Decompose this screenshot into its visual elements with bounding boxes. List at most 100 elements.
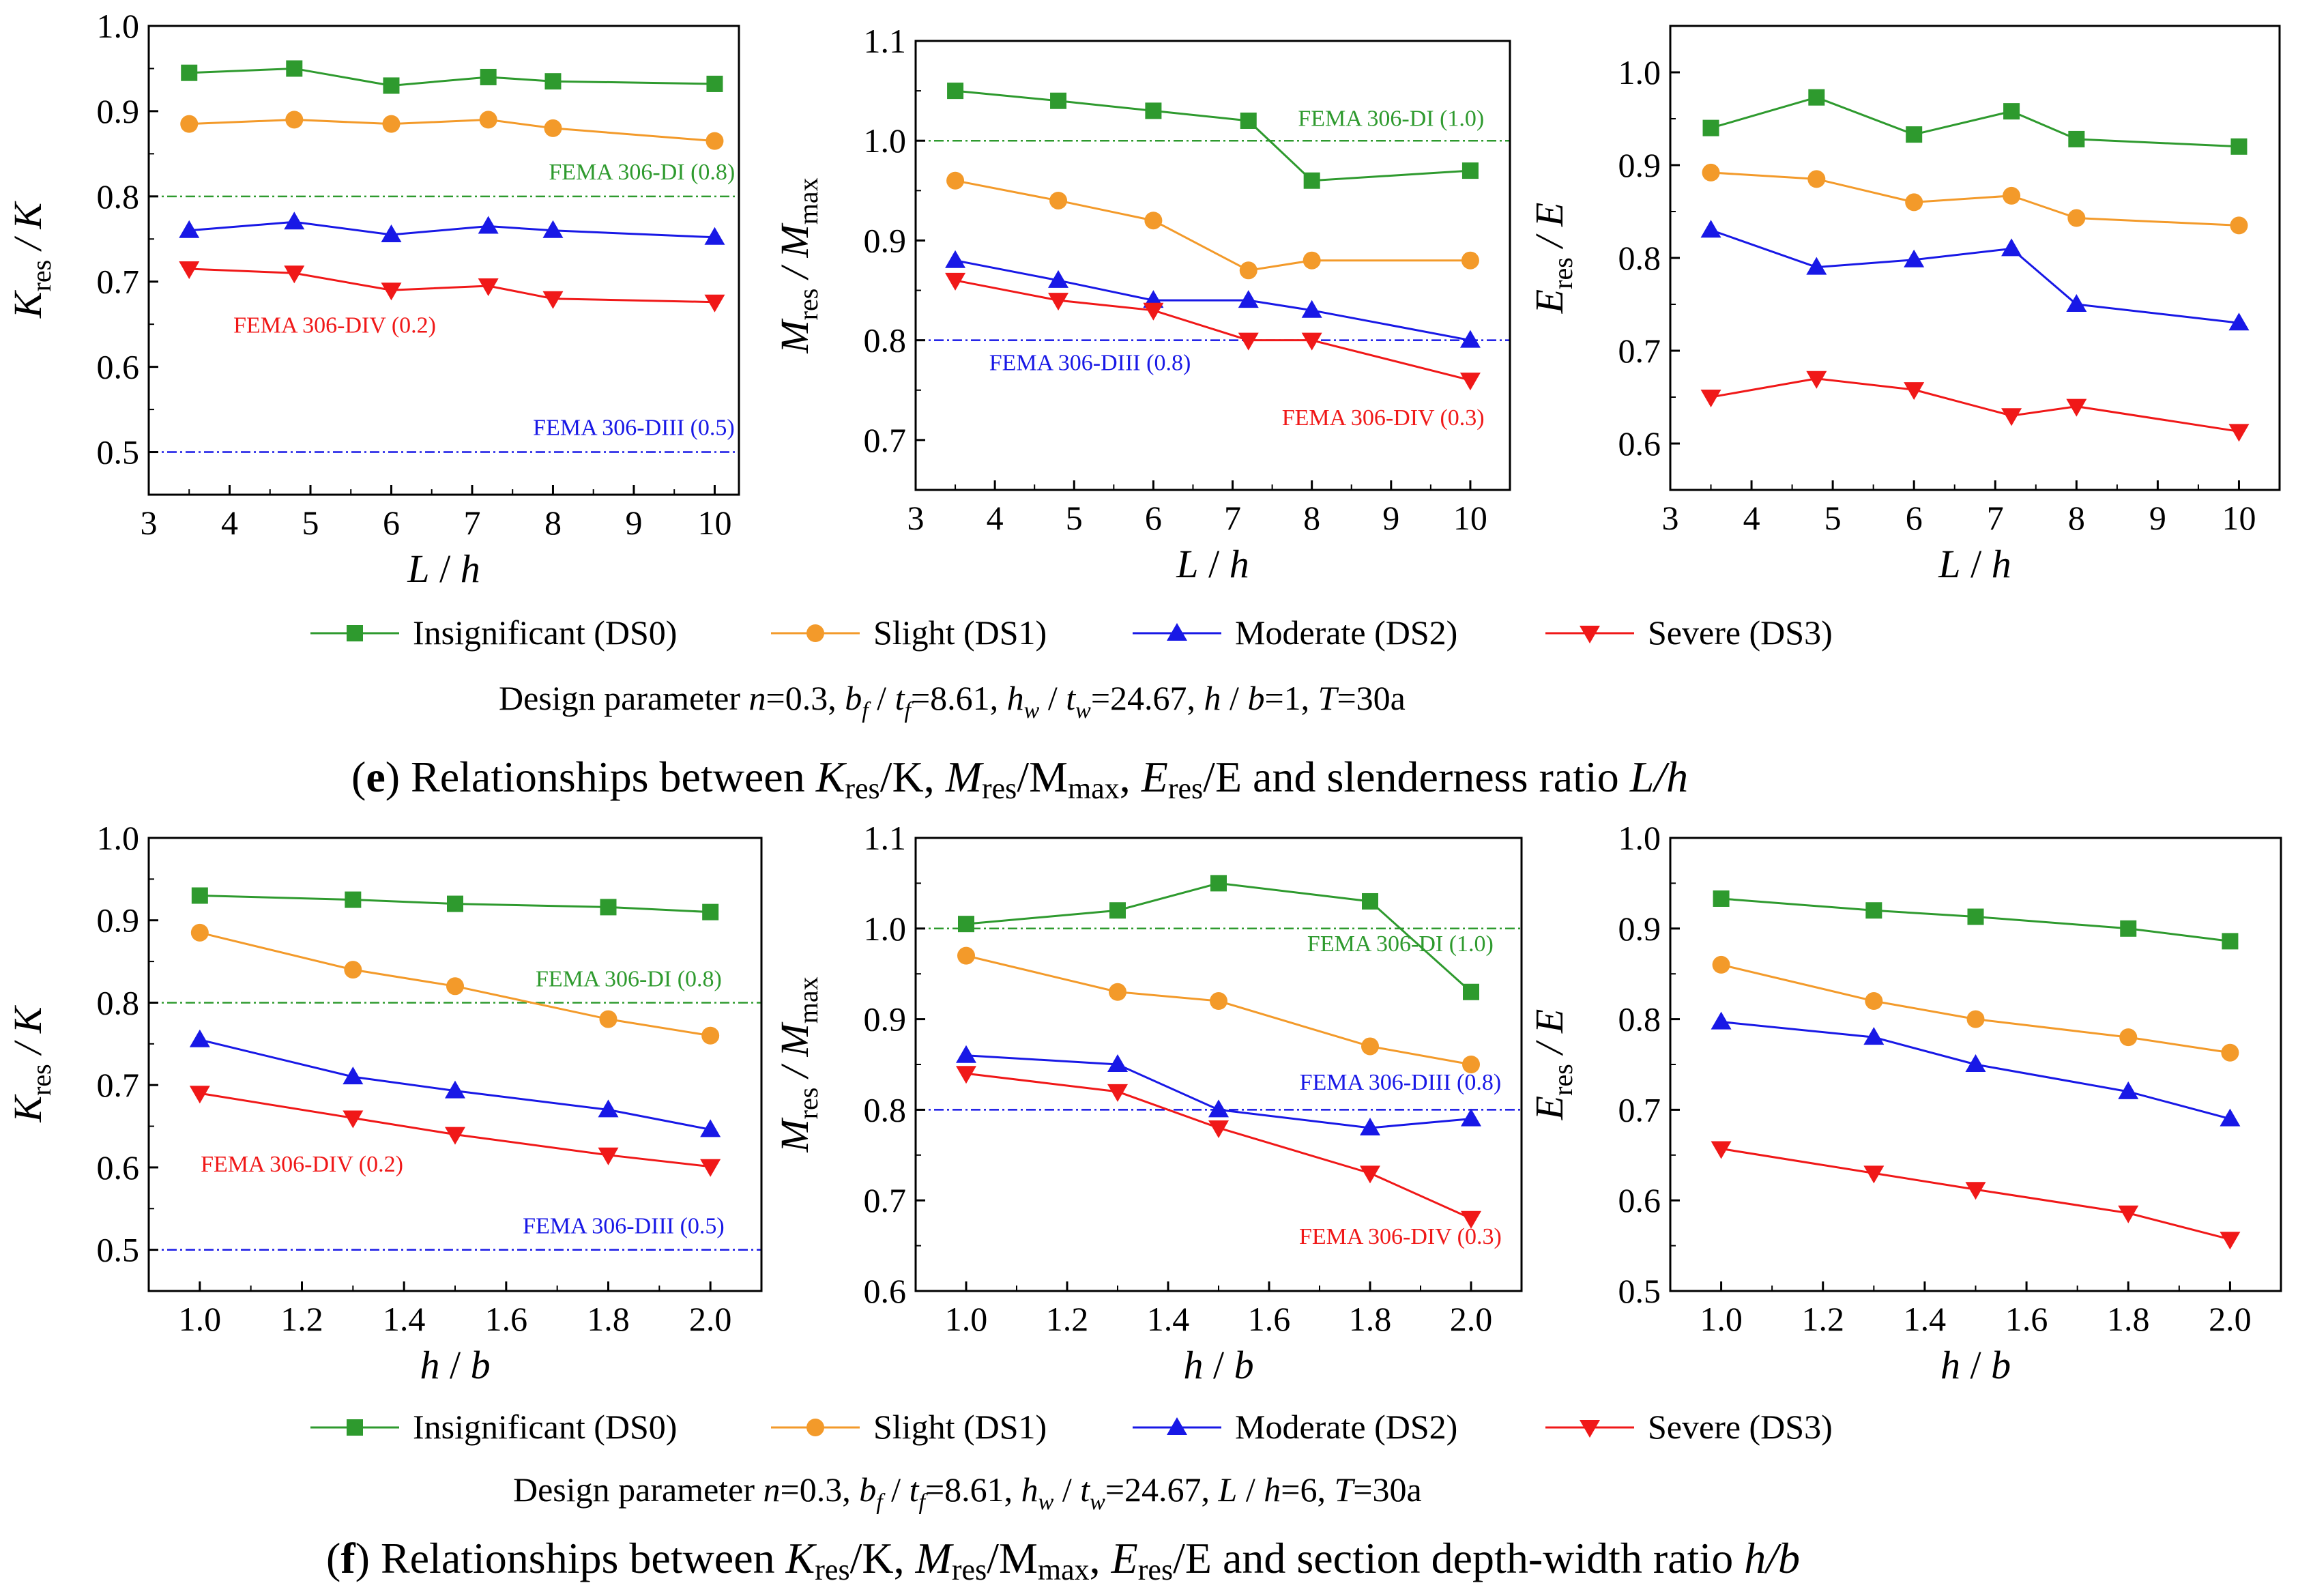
data-point-ds3 bbox=[1143, 302, 1164, 321]
chart-f-E: 1.0 1.2 1.4 1.6 1.8 2.0 0.5 0.6 0.7 0.8 0.9 1.0 h / … bbox=[1527, 819, 2282, 1387]
data-point-ds3 bbox=[343, 1110, 364, 1129]
data-point-ds3 bbox=[1238, 332, 1259, 351]
x-tick-label: 10 bbox=[1453, 499, 1487, 537]
data-point-ds0 bbox=[191, 887, 208, 904]
data-point-ds1 bbox=[599, 1010, 617, 1028]
data-point-ds0 bbox=[1109, 902, 1126, 919]
legend-item-ds0: Insignificant (DS0) bbox=[310, 1408, 677, 1446]
chart-f-M: FEMA 306-DI (1.0) FEMA 306-DIII (0.8) FEMA… bbox=[772, 819, 1523, 1387]
y-tick-label: 0.6 bbox=[1618, 1181, 1661, 1219]
legend-label-ds1: Slight (DS1) bbox=[873, 1408, 1047, 1446]
y-tick-label: 1.0 bbox=[97, 7, 140, 45]
data-point-ds3 bbox=[189, 1086, 210, 1104]
series-line-ds2 bbox=[189, 220, 715, 239]
legend-item-ds1: Slight (DS1) bbox=[771, 1408, 1047, 1446]
data-point-ds3 bbox=[1965, 1182, 1986, 1200]
chart-e-E: 3 4 5 6 7 8 9 10 0.6 0.7 0.8 0.9 1.0 L / h Eres / E bbox=[1527, 25, 2281, 586]
series-line-ds0 bbox=[189, 67, 715, 87]
x-tick-label: 1.2 bbox=[1046, 1300, 1089, 1338]
data-point-ds1 bbox=[285, 111, 304, 129]
data-point-ds0 bbox=[1210, 875, 1227, 892]
caption-e: (e) Relationships between Kres/K, Mres/M… bbox=[351, 753, 1688, 805]
y-tick-label: 0.7 bbox=[97, 263, 140, 301]
y-tick-label: 0.6 bbox=[864, 1272, 907, 1310]
x-tick-label: 1.6 bbox=[2005, 1300, 2048, 1338]
series-line-ds1 bbox=[1721, 963, 2230, 1054]
x-tick-label: 8 bbox=[2068, 499, 2085, 537]
data-point-ds0 bbox=[1050, 92, 1067, 109]
data-point-ds1 bbox=[1049, 191, 1068, 209]
data-point-ds1 bbox=[1303, 251, 1321, 270]
data-point-ds2 bbox=[343, 1067, 364, 1085]
data-point-ds2 bbox=[542, 220, 564, 238]
plot-frame bbox=[914, 837, 1523, 1292]
reference-line-label: FEMA 306-DI (1.0) bbox=[1298, 106, 1484, 131]
y-tick-label: 0.5 bbox=[1618, 1272, 1661, 1310]
data-point-ds1 bbox=[1712, 955, 1730, 974]
legend-label-ds3: Severe (DS3) bbox=[1648, 1408, 1833, 1446]
data-point-ds2 bbox=[1301, 300, 1322, 318]
data-point-ds3 bbox=[1107, 1084, 1128, 1102]
y-axis-label: Mres / Mmax bbox=[772, 177, 824, 353]
data-point-ds1 bbox=[2067, 209, 2086, 227]
legend-item-ds2: Moderate (DS2) bbox=[1133, 613, 1457, 652]
data-point-ds2 bbox=[956, 1045, 976, 1063]
data-point-ds0 bbox=[600, 899, 617, 916]
data-point-ds3 bbox=[2001, 408, 2022, 426]
y-tick-label: 0.9 bbox=[1618, 910, 1661, 948]
data-point-ds0 bbox=[1303, 172, 1320, 189]
data-point-ds1 bbox=[1462, 1056, 1480, 1073]
data-point-ds1 bbox=[344, 961, 362, 979]
design-parameter-e: Design parameter n=0.3, bf / tf=8.61, hw… bbox=[499, 679, 1406, 723]
data-point-ds2 bbox=[2228, 313, 2250, 331]
legend-item-ds2: Moderate (DS2) bbox=[1133, 1408, 1457, 1446]
data-point-ds2 bbox=[284, 212, 305, 230]
y-tick-label: 0.7 bbox=[864, 421, 907, 459]
data-point-ds3 bbox=[704, 294, 725, 313]
y-axis-label: Kres / K bbox=[5, 1004, 57, 1122]
x-tick-label: 1.0 bbox=[1700, 1300, 1743, 1338]
x-tick-label: 1.4 bbox=[1147, 1300, 1190, 1338]
data-point-ds0 bbox=[1463, 983, 1479, 1000]
x-tick-label: 5 bbox=[302, 504, 319, 542]
data-point-ds0 bbox=[702, 903, 719, 920]
x-tick-label: 3 bbox=[1662, 499, 1679, 537]
chart-e-K: FEMA 306-DI (0.8) FEMA 306-DIII (0.5) FEMA… bbox=[5, 7, 740, 591]
x-tick-label: 1.2 bbox=[280, 1300, 323, 1338]
y-tick-label: 0.6 bbox=[97, 348, 140, 386]
x-axis-label: h / b bbox=[420, 1343, 490, 1387]
data-point-ds0 bbox=[1906, 126, 1923, 143]
reference-line-label: FEMA 306-DIII (0.5) bbox=[523, 1213, 725, 1238]
data-point-ds2 bbox=[381, 224, 402, 243]
legend-label-ds1: Slight (DS1) bbox=[873, 613, 1047, 652]
data-point-ds2 bbox=[704, 227, 725, 245]
data-point-ds0 bbox=[1240, 112, 1257, 129]
data-point-ds1 bbox=[1807, 170, 1826, 188]
data-point-ds0 bbox=[2068, 130, 2085, 147]
data-point-ds3 bbox=[1459, 373, 1481, 391]
legend-label-ds2: Moderate (DS2) bbox=[1235, 613, 1457, 652]
data-point-ds3 bbox=[542, 291, 564, 309]
data-point-ds2 bbox=[179, 220, 200, 238]
x-tick-label: 6 bbox=[383, 504, 400, 542]
data-point-ds1 bbox=[701, 1026, 720, 1045]
y-tick-label: 0.9 bbox=[97, 901, 140, 940]
data-point-ds2 bbox=[2220, 1108, 2241, 1127]
reference-line-label: FEMA 306-DIII (0.8) bbox=[1300, 1070, 1502, 1095]
x-axis-label: h / b bbox=[1940, 1343, 2011, 1387]
y-tick-label: 0.8 bbox=[864, 321, 907, 360]
data-point-ds2 bbox=[598, 1099, 619, 1118]
x-tick-label: 4 bbox=[1743, 499, 1760, 537]
x-tick-label: 1.8 bbox=[2107, 1300, 2150, 1338]
data-point-ds1 bbox=[2003, 186, 2021, 205]
reference-line-label: FEMA 306-DIII (0.8) bbox=[989, 351, 1191, 376]
x-tick-label: 1.0 bbox=[179, 1300, 222, 1338]
data-point-ds1 bbox=[190, 923, 209, 942]
y-tick-label: 0.9 bbox=[1618, 146, 1661, 184]
data-point-ds2 bbox=[1208, 1099, 1229, 1118]
x-tick-label: 4 bbox=[987, 499, 1004, 537]
data-point-ds0 bbox=[1808, 89, 1825, 106]
series-line-ds1 bbox=[189, 118, 715, 143]
data-point-ds3 bbox=[1301, 332, 1322, 351]
